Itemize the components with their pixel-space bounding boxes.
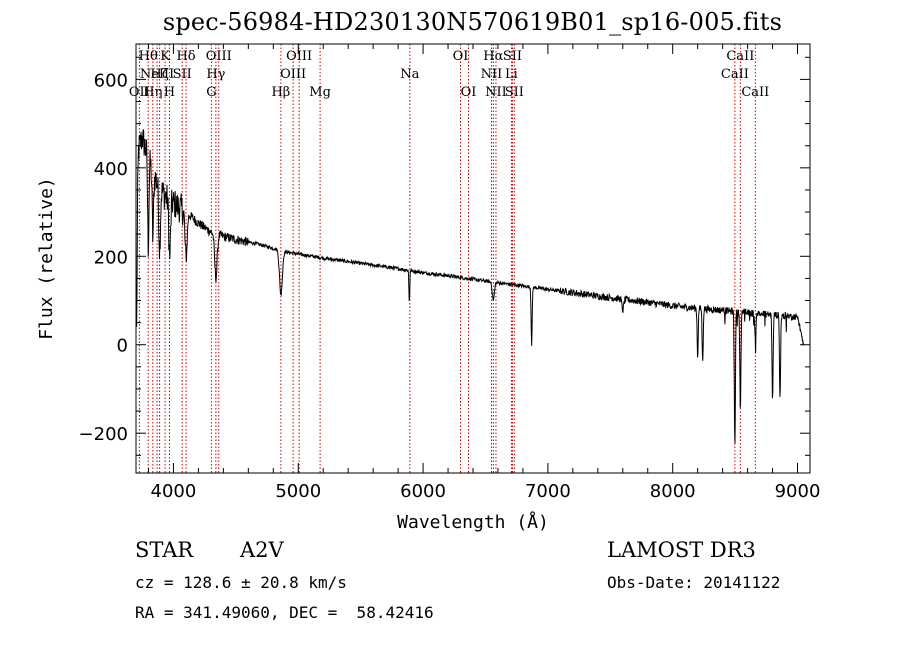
line-marker-label: OII <box>129 85 150 100</box>
x-tick-label: 5000 <box>275 481 321 502</box>
x-tick-label: 7000 <box>525 481 571 502</box>
x-axis-label: Wavelength (Å) <box>397 511 549 533</box>
chart-title: spec-56984-HD230130N570619B01_sp16-005.f… <box>162 8 783 36</box>
line-marker-labels: OIIHθHηNeIIIHζKHSIIHδGHγOIIIHβOIIIOIIIMg… <box>129 49 769 100</box>
line-marker-label: Hδ <box>176 49 195 64</box>
y-tick-label: 200 <box>94 247 128 268</box>
line-marker-label: CaII <box>721 67 749 82</box>
line-marker-label: Hη <box>143 85 162 100</box>
y-tick-label: −200 <box>79 424 128 445</box>
line-marker-label: SII <box>505 85 524 100</box>
line-marker-label: K <box>160 49 170 64</box>
line-marker-label: OI <box>461 85 477 100</box>
line-marker-label: G <box>206 85 216 100</box>
y-tick-label: 0 <box>117 336 128 357</box>
coordinates-readout: RA = 341.49060, DEC = 58.42416 <box>135 603 434 622</box>
line-marker-label: Na <box>400 67 419 82</box>
y-axis: −200 0 200 400 600 <box>79 56 810 456</box>
line-marker-label: Hβ <box>271 85 290 100</box>
plot-frame <box>135 43 811 474</box>
line-marker-label: NeIII <box>140 67 174 82</box>
line-marker-label: NII <box>481 67 503 82</box>
line-marker-label: CaII <box>726 49 754 64</box>
x-tick-label: 8000 <box>650 481 696 502</box>
x-axis: 4000 5000 6000 7000 8000 9000 <box>147 44 821 502</box>
line-marker-label: Li <box>505 67 518 82</box>
line-markers <box>138 44 756 473</box>
object-subclass: A2V <box>240 538 284 562</box>
line-marker-label: OIII <box>286 49 312 64</box>
x-tick-label: 6000 <box>400 481 446 502</box>
line-marker-label: Hα <box>483 49 503 64</box>
y-axis-label: Flux (relative) <box>36 177 57 340</box>
spectrum-line <box>136 129 804 444</box>
object-class: STAR <box>135 538 194 562</box>
line-marker-label: NII <box>485 85 507 100</box>
line-marker-label: CaII <box>741 85 769 100</box>
y-tick-label: 600 <box>94 70 128 91</box>
line-marker-label: SII <box>503 49 522 64</box>
y-tick-label: 400 <box>94 159 128 180</box>
line-marker-label: SII <box>173 67 192 82</box>
line-marker-label: Hγ <box>206 67 225 82</box>
line-marker-label: OI <box>453 49 469 64</box>
line-marker-label: Mg <box>309 85 331 100</box>
observation-date: Obs-Date: 20141122 <box>607 573 781 592</box>
line-marker-label: Hθ <box>139 49 158 64</box>
x-tick-label: 4000 <box>151 481 197 502</box>
line-marker-label: Hζ <box>150 67 168 82</box>
line-marker-label: OIII <box>280 67 306 82</box>
x-tick-label: 9000 <box>775 481 821 502</box>
redshift-readout: cz = 128.6 ± 20.8 km/s <box>135 573 347 592</box>
survey-name: LAMOST DR3 <box>607 538 756 562</box>
line-marker-label: OIII <box>206 49 232 64</box>
line-marker-label: H <box>164 85 175 100</box>
